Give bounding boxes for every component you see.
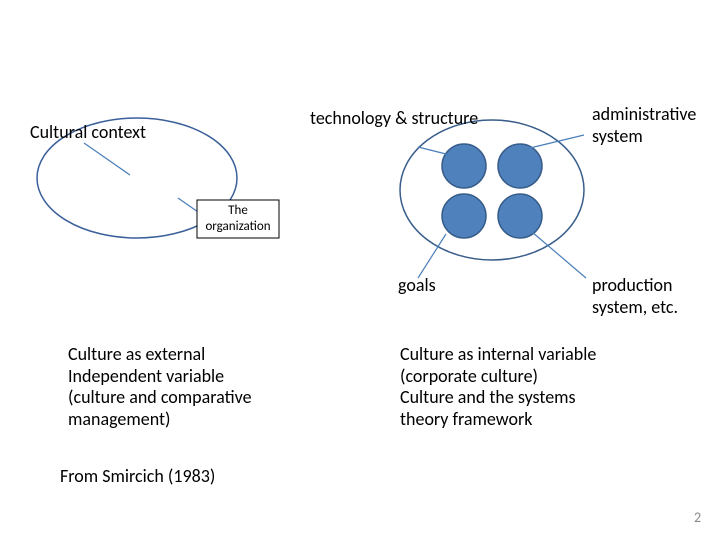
inner-circle-4-icon xyxy=(498,194,542,238)
left-text-block: Culture as external Independent variable… xyxy=(68,344,252,430)
citation-label: From Smircich (1983) xyxy=(60,466,215,488)
inner-circle-3-icon xyxy=(442,194,486,238)
inner-circle-1-icon xyxy=(442,144,486,188)
admin-system-label: administrative system xyxy=(592,104,696,147)
page-number: 2 xyxy=(694,510,701,527)
cultural-context-label: Cultural context xyxy=(30,122,146,144)
right-text-block: Culture as internal variable (corporate … xyxy=(400,344,596,430)
production-label: production system, etc. xyxy=(592,275,678,318)
right-ellipse xyxy=(400,120,584,260)
organization-label: The organization xyxy=(197,203,279,234)
tech-structure-label: technology & structure xyxy=(310,108,478,130)
goals-label: goals xyxy=(398,275,436,297)
diagram-canvas xyxy=(0,0,720,540)
inner-circle-2-icon xyxy=(498,144,542,188)
